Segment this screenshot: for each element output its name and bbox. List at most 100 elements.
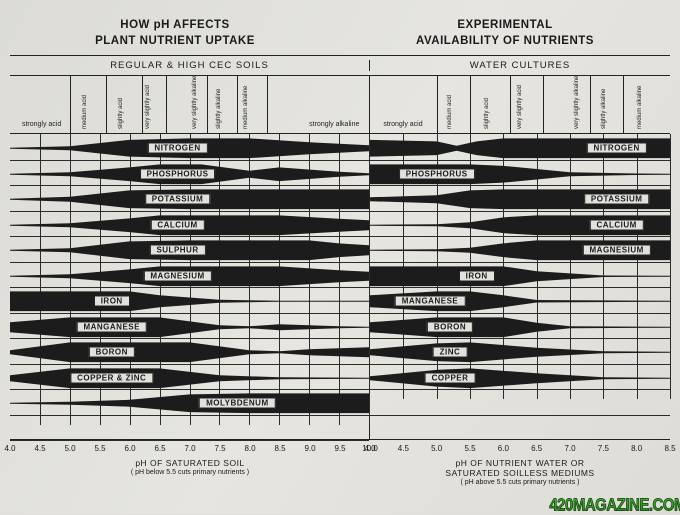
nutrient-label: POTASSIUM <box>584 194 649 205</box>
gridline-horizontal <box>370 389 670 390</box>
nutrient-label: COPPER <box>425 372 476 383</box>
category-label: medium alkaline <box>637 86 643 129</box>
subheader-right: WATER CULTURES <box>370 60 670 71</box>
right-title-line1: EXPERIMENTAL <box>457 19 552 31</box>
xtitle-water-sub: ( pH above 5.5 cuts primary nutrients ) <box>370 479 670 486</box>
xtick-label: 4.0 <box>4 444 15 453</box>
gridline-horizontal <box>10 389 369 390</box>
category-label: very slightly acid <box>517 85 523 129</box>
xticks-water: 4.04.55.05.56.06.57.07.58.08.5 <box>370 444 670 456</box>
xtick-label: 8.5 <box>274 444 285 453</box>
nutrient-band: POTASSIUM <box>370 188 670 211</box>
right-title-line2: AVAILABILITY OF NUTRIENTS <box>416 35 594 47</box>
xtick-label: 8.5 <box>664 444 675 453</box>
nutrient-band: CALCIUM <box>10 214 369 237</box>
xtick-label: 6.5 <box>154 444 165 453</box>
nutrient-label: NITROGEN <box>147 143 207 154</box>
nutrient-label: IRON <box>459 270 495 281</box>
nutrient-band: COPPER & ZINC <box>10 367 369 390</box>
xtick-label: 7.5 <box>214 444 225 453</box>
panel-water: strongly acidmedium acidslightly acidver… <box>370 76 670 439</box>
nutrient-band: PHOSPHORUS <box>370 163 670 186</box>
xtick-label: 6.0 <box>124 444 135 453</box>
panel-soil: strongly acidmedium acidslightly acidver… <box>10 76 370 439</box>
nutrient-band: MAGNESIUM <box>370 239 670 262</box>
category-label: slightly acid <box>118 98 124 129</box>
xtick-label: 6.0 <box>498 444 509 453</box>
nutrient-band: COPPER <box>370 367 670 390</box>
nutrient-label: PHOSPHORUS <box>140 168 216 179</box>
chart-titles: HOW pH AFFECTS PLANT NUTRIENT UPTAKE EXP… <box>10 18 670 49</box>
grid-soil: NITROGENPHOSPHORUSPOTASSIUMCALCIUMSULPHU… <box>10 134 369 425</box>
subheader-left: REGULAR & HIGH CEC SOILS <box>10 60 370 71</box>
xtick-label: 8.0 <box>244 444 255 453</box>
gridline-horizontal <box>10 262 369 263</box>
nutrient-band: BORON <box>10 341 369 364</box>
category-label: very slightly acid <box>145 85 151 129</box>
category-label: medium alkaline <box>243 86 249 129</box>
xtitle-water: pH OF NUTRIENT WATER ORSATURATED SOILLES… <box>370 458 670 486</box>
xtitle-soil-main: pH OF SATURATED SOIL <box>10 458 370 468</box>
gridline-horizontal <box>10 236 369 237</box>
nutrient-band: NITROGEN <box>10 137 369 160</box>
nutrient-label: MOLYBDENUM <box>199 398 275 409</box>
ph-nutrient-chart: HOW pH AFFECTS PLANT NUTRIENT UPTAKE EXP… <box>0 0 680 514</box>
nutrient-band: MANGANESE <box>370 290 670 313</box>
nutrient-band: MAGNESIUM <box>10 265 369 288</box>
gridline-horizontal <box>10 160 369 161</box>
nutrient-label: PHOSPHORUS <box>399 168 475 179</box>
xtick-label: 5.5 <box>94 444 105 453</box>
charts-container: strongly acidmedium acidslightly acidver… <box>10 76 670 440</box>
nutrient-band: IRON <box>10 290 369 313</box>
left-title-line1: HOW pH AFFECTS <box>120 19 229 31</box>
xtick-label: 7.5 <box>598 444 609 453</box>
xtitle-soil-sub: ( pH below 5.5 cuts primary nutrients ) <box>10 469 370 476</box>
gridline-vertical <box>670 134 671 399</box>
nutrient-label: COPPER & ZINC <box>70 372 153 383</box>
xtick-label: 8.0 <box>631 444 642 453</box>
xtick-label: 9.0 <box>304 444 315 453</box>
category-band-water: strongly acidmedium acidslightly acidver… <box>370 76 670 134</box>
left-title: HOW pH AFFECTS PLANT NUTRIENT UPTAKE <box>10 18 340 49</box>
nutrient-band: BORON <box>370 316 670 339</box>
nutrient-label: POTASSIUM <box>145 194 210 205</box>
gridline-horizontal <box>370 236 670 237</box>
grid-water: NITROGEN PHOSPHORUS POTASSIUM CALCIUMMAGNES… <box>370 134 670 399</box>
nutrient-label: IRON <box>94 296 130 307</box>
gridline-horizontal <box>370 313 670 314</box>
nutrient-label: ZINC <box>433 347 468 358</box>
category-label: slightly alkaline <box>216 89 222 129</box>
xtick-label: 9.5 <box>334 444 345 453</box>
watermark: 420MAGAZINE.COM <box>549 496 680 515</box>
category-label: medium acid <box>82 95 88 129</box>
nutrient-band: CALCIUM <box>370 214 670 237</box>
nutrient-label: MANGANESE <box>395 296 466 307</box>
subheaders: REGULAR & HIGH CEC SOILS WATER CULTURES <box>10 55 670 76</box>
category-label: slightly acid <box>484 98 490 129</box>
category-label: very slightly alkaline <box>574 76 580 129</box>
nutrient-label: MAGNESIUM <box>143 270 211 281</box>
gridline-horizontal <box>10 287 369 288</box>
gridline-horizontal <box>370 415 670 416</box>
gridline-horizontal <box>370 287 670 288</box>
x-axis-titles: pH OF SATURATED SOIL ( pH below 5.5 cuts… <box>10 458 670 486</box>
xtitle-soil: pH OF SATURATED SOIL ( pH below 5.5 cuts… <box>10 458 370 486</box>
gridline-horizontal <box>10 440 369 441</box>
nutrient-band: NITROGEN <box>370 137 670 160</box>
gridline-horizontal <box>370 211 670 212</box>
category-label: medium acid <box>447 95 453 129</box>
nutrient-label: CALCIUM <box>150 219 204 230</box>
xtick-label: 5.0 <box>431 444 442 453</box>
right-title: EXPERIMENTAL AVAILABILITY OF NUTRIENTS <box>340 18 670 49</box>
category-label: strongly alkaline <box>309 121 359 128</box>
gridline-horizontal <box>10 338 369 339</box>
xtick-label: 7.0 <box>184 444 195 453</box>
xtick-label: 5.5 <box>464 444 475 453</box>
nutrient-label: BORON <box>89 347 135 358</box>
nutrient-label: NITROGEN <box>587 143 647 154</box>
xtick-label: 6.5 <box>531 444 542 453</box>
gridline-horizontal <box>370 338 670 339</box>
gridline-horizontal <box>370 160 670 161</box>
nutrient-label: BORON <box>427 321 473 332</box>
xtitle-water-main: pH OF NUTRIENT WATER ORSATURATED SOILLES… <box>370 458 670 478</box>
